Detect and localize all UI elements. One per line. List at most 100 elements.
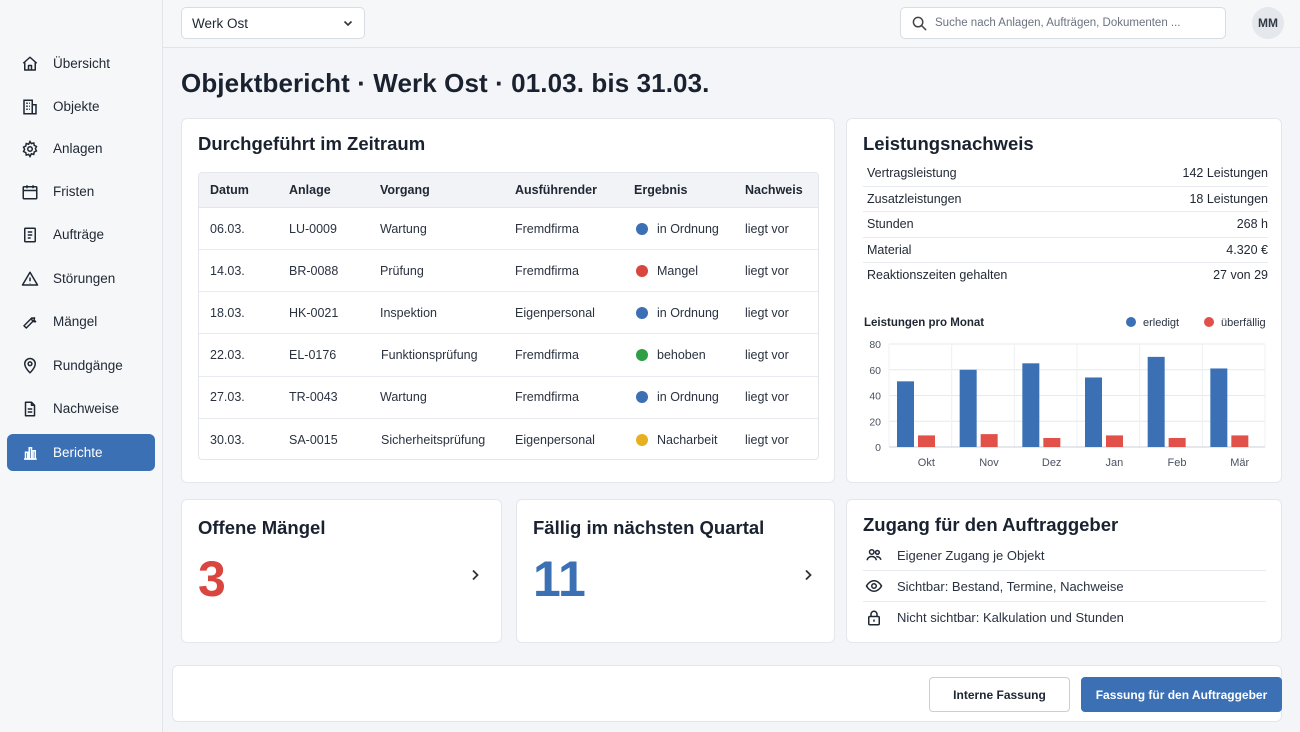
table-cell-process: Prüfung bbox=[380, 263, 424, 278]
table-cell-date: 22.03. bbox=[210, 348, 245, 363]
table-row[interactable]: 18.03. HK-0021 Inspektion Eigenpersonal in O… bbox=[199, 292, 818, 335]
performance-label: Stunden bbox=[867, 217, 914, 231]
client-version-button[interactable]: Fassung für den Auftraggeber bbox=[1081, 677, 1282, 712]
result-label: in Ordnung bbox=[657, 390, 719, 405]
table-cell-proof: liegt vor bbox=[745, 263, 789, 278]
site-select-value: Werk Ost bbox=[192, 15, 249, 31]
column-header: Vorgang bbox=[380, 183, 430, 197]
table-cell-date: 06.03. bbox=[210, 221, 245, 236]
status-dot-icon bbox=[636, 264, 648, 277]
performance-label: Reaktionszeiten gehalten bbox=[867, 268, 1008, 282]
sidebar: Übersicht Objekte Anlagen Fristen Aufträ… bbox=[0, 0, 163, 732]
bar-erledigt bbox=[1022, 363, 1040, 447]
performance-title: Leistungsnachweis bbox=[863, 133, 1034, 154]
column-header: Anlage bbox=[289, 183, 331, 197]
table-cell-date: 27.03. bbox=[210, 390, 245, 405]
bar-überfällig bbox=[1231, 435, 1249, 447]
table-cell-asset: SA-0015 bbox=[289, 433, 338, 447]
x-tick-label: Dez bbox=[1042, 457, 1062, 469]
performance-label: Material bbox=[867, 242, 912, 257]
open-defects-card[interactable]: Offene Mängel 3 bbox=[181, 499, 502, 643]
sidebar-item-anlagen[interactable]: Anlagen bbox=[7, 130, 155, 167]
column-header: Ausführender bbox=[515, 183, 597, 197]
status-dot-icon bbox=[636, 391, 648, 404]
sidebar-item-objekte[interactable]: Objekte bbox=[7, 88, 155, 125]
bar-erledigt bbox=[1210, 368, 1228, 447]
performance-row: Zusatzleistungen 18 Leistungen bbox=[863, 187, 1268, 212]
table-row[interactable]: 30.03. SA-0015 Sicherheitsprüfung Eigenpers… bbox=[199, 419, 818, 459]
client-access-label: Eigener Zugang je Objekt bbox=[897, 547, 1045, 563]
search-input[interactable] bbox=[935, 8, 1215, 38]
performance-value: 268 h bbox=[1236, 217, 1268, 231]
sidebar-item-auftraege[interactable]: Aufträge bbox=[7, 216, 155, 253]
y-tick-label: 20 bbox=[869, 416, 881, 428]
due-next-quarter-card[interactable]: Fällig im nächsten Quartal 11 bbox=[516, 499, 835, 643]
table-row[interactable]: 14.03. BR-0088 Prüfung Fremdfirma Mangel lieg… bbox=[199, 250, 818, 293]
sidebar-item-uebersicht[interactable]: Übersicht bbox=[7, 45, 155, 82]
x-tick-label: Jan bbox=[1105, 457, 1123, 469]
client-access-item: Eigener Zugang je Objekt bbox=[863, 540, 1266, 571]
bar-überfällig bbox=[980, 434, 998, 447]
performance-label: Vertragsleistung bbox=[867, 166, 957, 180]
performed-card: Durchgeführt im Zeitraum Datum Anlage Vo… bbox=[181, 118, 835, 483]
status-dot-icon bbox=[636, 434, 648, 446]
sidebar-item-label: Objekte bbox=[53, 99, 100, 114]
sidebar-item-maengel[interactable]: Mängel bbox=[7, 303, 155, 340]
table-row[interactable]: 27.03. TR-0043 Wartung Fremdfirma in Ordnung… bbox=[199, 377, 818, 419]
open-defects-title: Offene Mängel bbox=[198, 517, 326, 538]
gear-icon bbox=[21, 139, 39, 158]
chart-title: Leistungen pro Monat bbox=[864, 317, 984, 329]
table-cell-process: Inspektion bbox=[380, 305, 437, 320]
wrench-icon bbox=[21, 313, 39, 331]
y-tick-label: 40 bbox=[869, 391, 881, 403]
table-cell-executor: Fremdfirma bbox=[515, 390, 579, 405]
search-box[interactable] bbox=[900, 7, 1226, 39]
due-next-quarter-title: Fällig im nächsten Quartal bbox=[533, 517, 765, 538]
table-header: Datum Anlage Vorgang Ausführender Ergebn… bbox=[199, 173, 818, 208]
table-cell-executor: Eigenpersonal bbox=[515, 433, 595, 447]
sidebar-item-berichte[interactable]: Berichte bbox=[7, 434, 155, 471]
table-row[interactable]: 06.03. LU-0009 Wartung Fremdfirma in Ordnung… bbox=[199, 208, 818, 250]
sidebar-item-fristen[interactable]: Fristen bbox=[7, 173, 155, 210]
y-tick-label: 0 bbox=[875, 442, 881, 454]
internal-version-button[interactable]: Interne Fassung bbox=[929, 677, 1070, 712]
result-cell: in Ordnung bbox=[636, 292, 719, 333]
table-cell-process: Wartung bbox=[380, 221, 427, 236]
client-access-label: Sichtbar: Bestand, Termine, Nachweise bbox=[897, 578, 1124, 594]
avatar[interactable]: MM bbox=[1252, 7, 1284, 39]
performance-chart: Leistungen pro Monat erledigt überfällig 0 2… bbox=[864, 317, 1266, 469]
site-select[interactable]: Werk Ost bbox=[181, 7, 365, 39]
table-cell-executor: Eigenpersonal bbox=[515, 305, 595, 320]
sidebar-item-label: Mängel bbox=[53, 314, 98, 329]
chevron-right-icon[interactable] bbox=[801, 568, 815, 582]
chevron-right-icon[interactable] bbox=[468, 568, 482, 582]
sidebar-item-rundgaenge[interactable]: Rundgänge bbox=[7, 347, 155, 384]
open-defects-count: 3 bbox=[198, 551, 226, 607]
bar-überfällig bbox=[1106, 435, 1123, 447]
table-cell-proof: liegt vor bbox=[745, 221, 789, 236]
performance-row: Vertragsleistung 142 Leistungen bbox=[863, 161, 1268, 187]
table-cell-proof: liegt vor bbox=[745, 433, 789, 447]
client-access-card: Zugang für den Auftraggeber Eigener Zuga… bbox=[846, 499, 1282, 643]
users-icon bbox=[865, 546, 883, 564]
bar-chart-icon bbox=[21, 444, 39, 462]
x-tick-label: Okt bbox=[918, 457, 935, 469]
sidebar-item-label: Nachweise bbox=[53, 401, 120, 416]
table-row[interactable]: 22.03. EL-0176 Funktionsprüfung Fremdfirma b… bbox=[199, 335, 818, 377]
table-cell-process: Sicherheitsprüfung bbox=[381, 433, 486, 447]
eye-icon bbox=[865, 577, 883, 595]
y-tick-label: 80 bbox=[869, 339, 881, 351]
document-icon bbox=[21, 400, 39, 418]
result-cell: in Ordnung bbox=[636, 377, 719, 418]
performance-card: Leistungsnachweis Vertragsleistung 142 L… bbox=[846, 118, 1282, 483]
sidebar-item-nachweise[interactable]: Nachweise bbox=[7, 390, 155, 427]
table-cell-asset: LU-0009 bbox=[289, 221, 337, 236]
table-cell-proof: liegt vor bbox=[745, 390, 789, 405]
result-cell: Nacharbeit bbox=[636, 419, 717, 459]
performance-value: 4.320 € bbox=[1226, 242, 1268, 257]
performance-label: Zusatzleistungen bbox=[867, 191, 962, 206]
table-cell-executor: Fremdfirma bbox=[515, 221, 579, 236]
sidebar-item-stoerungen[interactable]: Störungen bbox=[7, 260, 155, 297]
page-title: Objektbericht · Werk Ost · 01.03. bis 31… bbox=[181, 68, 710, 98]
result-label: in Ordnung bbox=[657, 305, 719, 320]
